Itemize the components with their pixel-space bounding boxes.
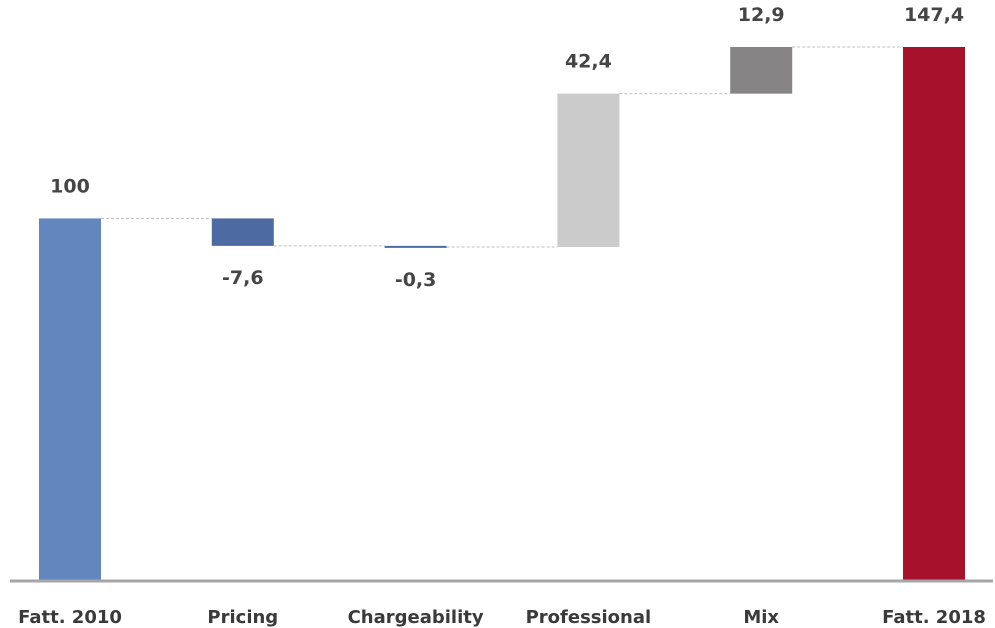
bar-mix	[730, 47, 793, 94]
bar-group	[39, 47, 965, 580]
value-label-pricing: -7,6	[222, 267, 264, 289]
value-label-mix: 12,9	[738, 4, 785, 26]
category-labels: Fatt. 2010 Pricing Chargeability Profession…	[18, 607, 986, 628]
bar-chargeability	[384, 245, 447, 248]
value-labels: 100 -7,6 -0,3 42,4 12,9 147,4	[50, 4, 964, 291]
bar-fatt-2010	[39, 218, 101, 580]
category-label-mix: Mix	[743, 607, 779, 628]
value-label-fatt-2018: 147,4	[904, 4, 964, 26]
connector-lines	[101, 46, 903, 248]
bar-fatt-2018	[903, 47, 965, 580]
category-label-chargeability: Chargeability	[348, 607, 484, 628]
bar-pricing	[211, 218, 274, 246]
bar-professional	[557, 93, 620, 247]
value-label-fatt-2010: 100	[50, 175, 90, 197]
category-label-fatt-2018: Fatt. 2018	[882, 607, 986, 628]
value-label-professional: 42,4	[565, 51, 612, 73]
category-label-pricing: Pricing	[207, 607, 278, 628]
category-label-professional: Professional	[526, 607, 652, 628]
category-label-fatt-2010: Fatt. 2010	[18, 607, 122, 628]
value-label-chargeability: -0,3	[395, 269, 437, 291]
